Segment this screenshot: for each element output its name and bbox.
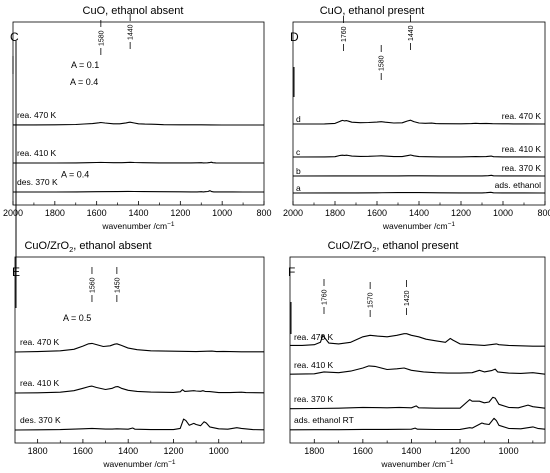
spectrum-line <box>289 417 546 431</box>
trace-tag: d <box>296 114 301 124</box>
trace-label: rea. 410 K <box>20 378 60 388</box>
peak-marker-label: 1440 <box>128 24 135 40</box>
panel-title: CuO, ethanol absent <box>83 5 184 17</box>
x-tick-label: 1400 <box>128 208 148 218</box>
x-tick-label: 1000 <box>493 208 513 218</box>
spectrum-line <box>292 154 546 158</box>
peak-marker-label: 1570 <box>368 292 375 308</box>
x-tick-label: 1200 <box>170 208 190 218</box>
panel-title: CuO/ZrO2, ethanol absent <box>24 240 151 254</box>
spectrum-line <box>289 396 546 410</box>
trace-label: rea. 410 K <box>17 148 57 158</box>
scale-bar-label: A = 0.5 <box>63 313 91 323</box>
title-subscript: 2 <box>69 245 73 254</box>
trace-tag: c <box>296 147 301 157</box>
title-rest: , ethanol absent <box>73 240 151 252</box>
spectrum-line <box>13 190 264 193</box>
spectrum-line <box>14 418 265 431</box>
peak-marker-label: 1760 <box>341 26 348 42</box>
spectrum-line <box>292 119 546 125</box>
x-tick-label: 1400 <box>401 446 421 456</box>
panel-c: CuO, ethanol absent C 2000 1800 1600 1400 1200… <box>3 5 272 231</box>
trace-label: ads. ethanol RT <box>294 415 354 425</box>
x-tick-label: 1800 <box>45 208 65 218</box>
peak-marker-label: 1760 <box>322 289 329 305</box>
x-tick-label: 1000 <box>499 446 519 456</box>
spectrum-line <box>13 161 264 164</box>
peak-marker-label: 1440 <box>408 25 415 41</box>
panel-f: CuO/ZrO2, ethanol present F 1800 1600 1400 12… <box>63 240 546 469</box>
x-axis-label-superscript: −1 <box>168 459 176 466</box>
trace-label: rea. 370 K <box>294 394 334 404</box>
x-tick-label: 1200 <box>451 208 471 218</box>
x-tick-label: 1800 <box>304 446 324 456</box>
peak-marker-label: 1450 <box>114 277 121 293</box>
x-tick-label: 2000 <box>3 208 23 218</box>
x-tick-label: 1600 <box>73 446 93 456</box>
spectrum-line <box>13 121 264 126</box>
x-axis-label-superscript: −1 <box>167 221 175 228</box>
trace-label: des. 370 K <box>20 415 61 425</box>
title-rest: , ethanol present <box>376 240 458 252</box>
spectrum-line <box>292 191 546 194</box>
trace-label: rea. 470 K <box>20 337 60 347</box>
x-tick-label: 1400 <box>409 208 429 218</box>
x-tick-label: 1600 <box>353 446 373 456</box>
x-tick-label: 1600 <box>87 208 107 218</box>
peak-marker-label: 1420 <box>404 290 411 306</box>
spectrum-line <box>14 342 264 353</box>
x-axis-label: wavenumber /cm−1 <box>380 459 454 469</box>
panel-e: CuO/ZrO2, ethanol absentE180016001400120… <box>12 41 265 469</box>
trace-label: rea. 410 K <box>502 144 542 154</box>
spectrum-line <box>290 333 545 347</box>
spectrum-line <box>14 385 265 394</box>
x-tick-label: 2000 <box>283 208 303 218</box>
x-tick-label: 1200 <box>163 446 183 456</box>
trace-tag: a <box>296 183 301 193</box>
trace-label: rea. 370 K <box>502 163 542 173</box>
x-axis-label-superscript: −1 <box>446 459 454 466</box>
spectrum-line <box>292 174 546 177</box>
x-tick-label: 800 <box>256 208 271 218</box>
spectrum-line <box>289 365 546 375</box>
x-tick-label: 800 <box>537 208 550 218</box>
panel-letter: C <box>10 30 19 44</box>
panel-title: CuO/ZrO2, ethanol present <box>328 240 459 254</box>
peak-marker-label: 1580 <box>98 30 105 46</box>
scale-bar-label: A = 0.1 <box>71 60 99 70</box>
x-axis-label: wavenumber /cm−1 <box>101 221 175 231</box>
plot-frame <box>289 256 546 444</box>
plot-frame <box>14 256 265 444</box>
trace-label: rea. 470 K <box>502 111 542 121</box>
panel-letter: F <box>288 265 295 279</box>
peak-marker-label: 1580 <box>379 55 386 71</box>
trace-label: rea. 470 K <box>17 110 57 120</box>
x-tick-label: 1800 <box>325 208 345 218</box>
x-tick-label: 1200 <box>450 446 470 456</box>
trace-label: ads. ethanol <box>495 180 541 190</box>
x-tick-label: 1000 <box>209 446 229 456</box>
trace-label: rea. 410 K <box>294 360 334 370</box>
panel-title: CuO, ethanol present <box>320 5 425 17</box>
peak-marker-label: 1560 <box>89 277 96 293</box>
scale-bar-label: A = 0.4 <box>70 77 98 87</box>
trace-tag: b <box>296 166 301 176</box>
trace-label: rea. 470 K <box>294 332 334 342</box>
x-axis-label-superscript: −1 <box>448 221 456 228</box>
title-subscript: 2 <box>372 245 376 254</box>
x-tick-label: 1800 <box>28 446 48 456</box>
panel-d: CuO, ethanol present D 2000 1800 1600 1400 120… <box>70 5 550 231</box>
x-tick-label: 1000 <box>212 208 232 218</box>
x-tick-label: 1400 <box>118 446 138 456</box>
x-tick-label: 1600 <box>367 208 387 218</box>
trace-label: des. 370 K <box>17 177 58 187</box>
scale-bar-label: A = 0.4 <box>61 170 89 180</box>
x-axis-label: wavenumber /cm−1 <box>102 459 176 469</box>
panel-letter: D <box>290 30 299 44</box>
x-axis-label: wavenumber /cm−1 <box>382 221 456 231</box>
